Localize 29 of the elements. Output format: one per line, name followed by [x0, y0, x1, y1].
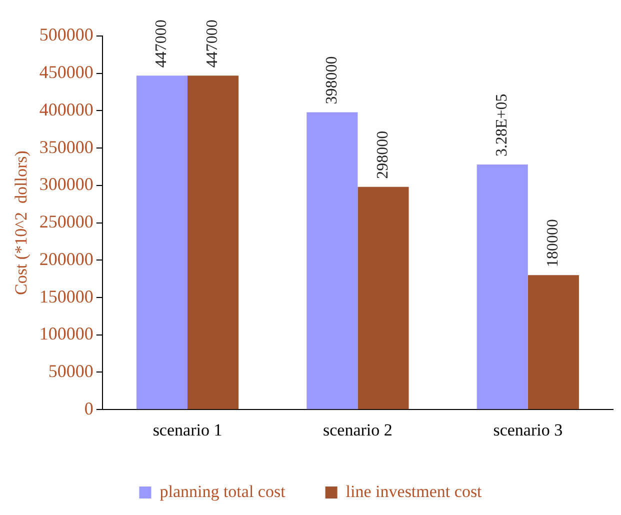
data-label: 180000	[544, 219, 562, 268]
x-tick-label: scenario 2	[323, 420, 392, 440]
bar	[188, 76, 239, 410]
y-axis-title: Cost (*10^2 dollors)	[12, 150, 31, 296]
y-tick-label: 200000	[39, 248, 94, 269]
bar	[306, 112, 358, 410]
bar	[528, 275, 579, 410]
y-tick-label: 350000	[39, 136, 94, 157]
data-label: 298000	[374, 130, 392, 179]
y-tick-label: 250000	[39, 212, 94, 232]
data-label: 3.28E+05	[494, 94, 511, 157]
y-tick-label: 450000	[39, 62, 94, 82]
data-label: 447000	[204, 20, 222, 68]
x-tick-label: scenario 1	[152, 420, 222, 440]
y-tick-label: 100000	[39, 324, 94, 344]
y-tick-label: 0	[84, 398, 94, 418]
bar	[136, 76, 188, 410]
y-tick-label: 400000	[39, 99, 94, 120]
legend-label: planning total cost	[160, 482, 286, 501]
data-label: 398000	[323, 56, 340, 104]
bar	[476, 164, 528, 410]
y-tick-label: 150000	[39, 286, 94, 306]
bar	[358, 186, 409, 410]
y-tick-label: 500000	[39, 24, 94, 45]
legend-label: line investment cost	[346, 482, 482, 501]
data-label: 447000	[153, 20, 170, 68]
x-tick-label: scenario 3	[493, 420, 563, 440]
y-tick-label: 300000	[39, 174, 94, 194]
y-tick-label: 50000	[48, 360, 94, 381]
